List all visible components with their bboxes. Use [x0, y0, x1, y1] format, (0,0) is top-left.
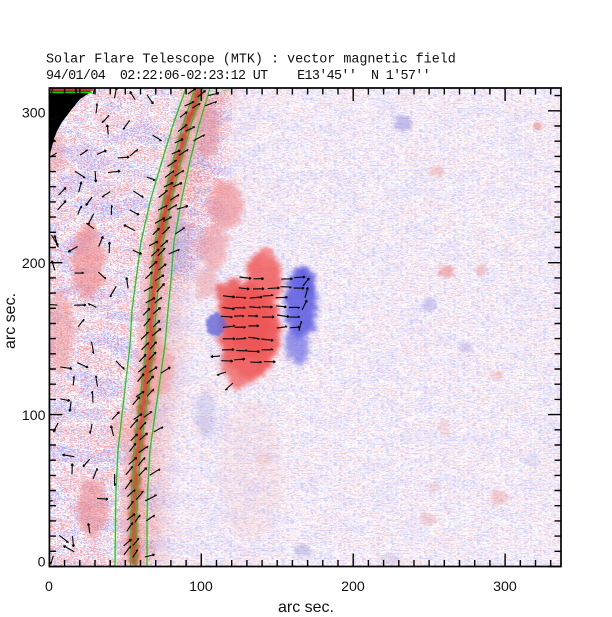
svg-text:94/01/04 02:22:06-02:23:12 UT: 94/01/04 02:22:06-02:23:12 UT E13'45'' N…	[46, 69, 430, 84]
svg-text:300: 300	[22, 105, 46, 121]
svg-text:Solar Flare Telescope (MTK) :: Solar Flare Telescope (MTK) : vector mag…	[46, 53, 456, 68]
svg-text:100: 100	[22, 408, 46, 424]
svg-text:arc sec.: arc sec.	[2, 293, 19, 349]
svg-text:arc sec.: arc sec.	[278, 599, 334, 616]
svg-text:0: 0	[45, 579, 53, 595]
svg-text:200: 200	[341, 579, 365, 595]
svg-text:100: 100	[189, 579, 213, 595]
svg-text:200: 200	[22, 256, 46, 272]
svg-text:300: 300	[493, 579, 517, 595]
svg-text:0: 0	[38, 554, 46, 570]
